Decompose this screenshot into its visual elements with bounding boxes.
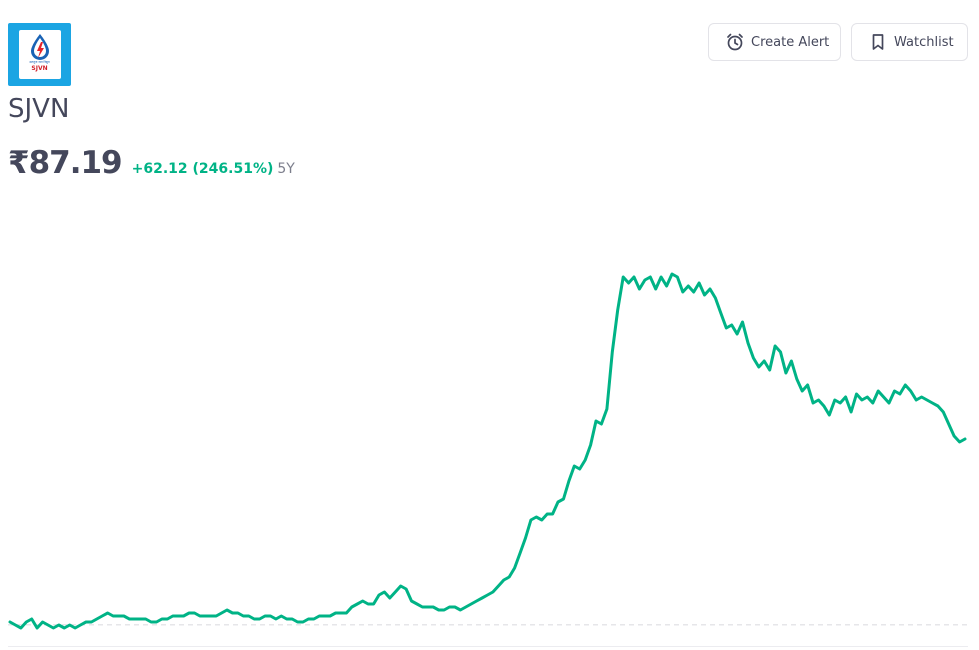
bookmark-icon <box>868 32 888 52</box>
alarm-clock-icon <box>725 32 745 52</box>
period-label[interactable]: 5Y <box>277 161 295 177</box>
create-alert-button[interactable]: Create Alert <box>708 23 841 61</box>
create-alert-label: Create Alert <box>751 34 830 50</box>
current-price: ₹87.19 <box>8 145 123 181</box>
price-change: +62.12 (246.51%) <box>131 161 274 177</box>
price-chart[interactable] <box>0 190 979 645</box>
chart-bottom-divider <box>8 646 968 647</box>
company-name: SJVN <box>8 94 70 124</box>
company-logo: सतलुज जल विद्युत SJVN <box>8 23 71 86</box>
logo-badge: सतलुज जल विद्युत SJVN <box>18 30 61 79</box>
price-line-series <box>8 272 967 630</box>
water-drop-icon <box>30 34 49 60</box>
watchlist-label: Watchlist <box>894 34 954 50</box>
watchlist-button[interactable]: Watchlist <box>851 23 968 61</box>
logo-subtext: सतलुज जल विद्युत <box>29 60 50 64</box>
logo-text: SJVN <box>31 65 48 72</box>
price-summary: ₹87.19 +62.12 (246.51%) 5Y <box>8 145 295 181</box>
